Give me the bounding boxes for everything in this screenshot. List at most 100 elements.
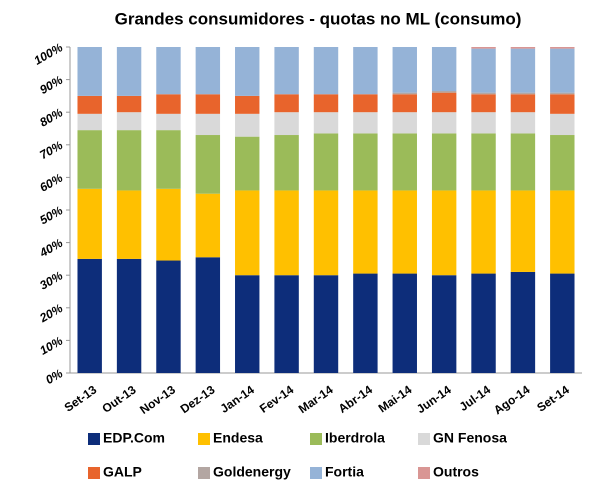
- bar-segment: [195, 135, 221, 194]
- bar-segment: [550, 47, 575, 49]
- x-tick-label: Ago-14: [491, 382, 533, 417]
- bar-segment: [471, 48, 496, 93]
- bar-segment: [353, 273, 378, 373]
- x-tick-label: Dez-13: [178, 382, 218, 416]
- bar-segment: [353, 47, 378, 95]
- y-tick-label: 0%: [43, 366, 65, 387]
- bar-segment: [471, 47, 496, 49]
- x-tick-label: Jun-14: [414, 382, 454, 416]
- bar-segment: [156, 94, 181, 114]
- y-tick-label: 80%: [37, 105, 65, 129]
- y-tick-label: 30%: [37, 268, 65, 292]
- bar-segment: [313, 94, 339, 113]
- bar-segment: [431, 133, 457, 191]
- bar-segment: [392, 94, 417, 113]
- bar-segment: [550, 48, 575, 93]
- legend-label: Endesa: [213, 430, 263, 446]
- bar-segment: [274, 275, 299, 373]
- bar-segment: [195, 257, 221, 373]
- x-tick-label: Jan-14: [218, 382, 257, 415]
- chart-title: Grandes consumidores - quotas no ML (con…: [115, 9, 522, 28]
- bar-segment: [235, 47, 260, 96]
- bar-segment: [235, 190, 260, 276]
- legend-swatch: [310, 467, 322, 479]
- bar-segment: [116, 47, 142, 96]
- bar-segment: [274, 47, 299, 95]
- legend-label: Outros: [433, 464, 479, 480]
- bar-segment: [392, 190, 417, 274]
- bar-segment: [77, 113, 102, 131]
- bar-segment: [116, 258, 142, 373]
- y-tick-label: 40%: [36, 236, 65, 261]
- bar-segment: [471, 94, 496, 113]
- legend-label: EDP.Com: [103, 430, 165, 446]
- y-tick-label: 10%: [37, 333, 65, 357]
- bar-segment: [471, 92, 496, 95]
- legend-swatch: [198, 433, 210, 445]
- y-tick-label: 100%: [31, 40, 65, 68]
- y-tick-label: 70%: [37, 138, 65, 162]
- bar-segment: [235, 95, 260, 114]
- bar-segment: [431, 91, 457, 93]
- bar-segment: [550, 135, 575, 191]
- y-tick-label: 90%: [37, 73, 65, 97]
- x-tick-label: Fev-14: [257, 382, 296, 415]
- legend-swatch: [418, 467, 430, 479]
- x-tick-label: Abr-14: [336, 382, 375, 415]
- bar-segment: [274, 94, 299, 113]
- legend-label: GALP: [103, 464, 142, 480]
- bar-segment: [431, 112, 457, 134]
- bar-segment: [510, 94, 536, 113]
- bar-segment: [156, 188, 181, 261]
- y-tick-label: 20%: [36, 301, 65, 326]
- x-tick-label: Jul-14: [457, 382, 494, 414]
- bar-segment: [77, 95, 102, 114]
- bar-segment: [313, 275, 339, 373]
- bar-segment: [392, 47, 417, 93]
- bar-segment: [313, 47, 339, 95]
- legend-swatch: [198, 467, 210, 479]
- bar-segment: [510, 92, 536, 95]
- bar-segment: [274, 135, 299, 191]
- bar-segment: [353, 112, 378, 134]
- bar-segment: [195, 94, 221, 114]
- bar-segment: [235, 113, 260, 137]
- x-tick-label: Nov-13: [137, 382, 178, 417]
- bar-segment: [313, 112, 339, 134]
- bar-segment: [235, 136, 260, 191]
- bar-segment: [116, 130, 142, 191]
- legend-label: GN Fenosa: [433, 430, 507, 446]
- bar-segment: [353, 190, 378, 274]
- y-tick-label: 60%: [37, 170, 65, 194]
- bar-segment: [550, 92, 575, 95]
- bar-segment: [156, 113, 181, 131]
- bar-segment: [156, 130, 181, 189]
- bar-segment: [431, 275, 457, 373]
- bar-segment: [353, 133, 378, 191]
- bar-segment: [510, 133, 536, 191]
- x-tick-label: Set-13: [62, 382, 100, 414]
- legend-swatch: [310, 433, 322, 445]
- bar-segment: [510, 47, 536, 49]
- bar-segment: [431, 92, 457, 113]
- bar-segment: [274, 112, 299, 136]
- bar-segment: [510, 112, 536, 134]
- legend-swatch: [88, 467, 100, 479]
- bar-segment: [392, 133, 417, 191]
- x-tick-label: Out-13: [99, 382, 138, 415]
- bar-segment: [550, 94, 575, 114]
- bar-segment: [77, 258, 102, 373]
- bar-segment: [510, 48, 536, 93]
- bar-segment: [392, 273, 417, 373]
- x-tick-label: Mar-14: [296, 382, 336, 416]
- legend-label: Iberdrola: [325, 430, 385, 446]
- bar-segment: [550, 273, 575, 373]
- bar-segment: [550, 190, 575, 274]
- bar-segment: [274, 190, 299, 276]
- bar-segment: [431, 190, 457, 276]
- bar-segment: [116, 95, 142, 113]
- bar-segment: [392, 92, 417, 95]
- bar-segment: [235, 275, 260, 373]
- legend-label: Fortia: [325, 464, 364, 480]
